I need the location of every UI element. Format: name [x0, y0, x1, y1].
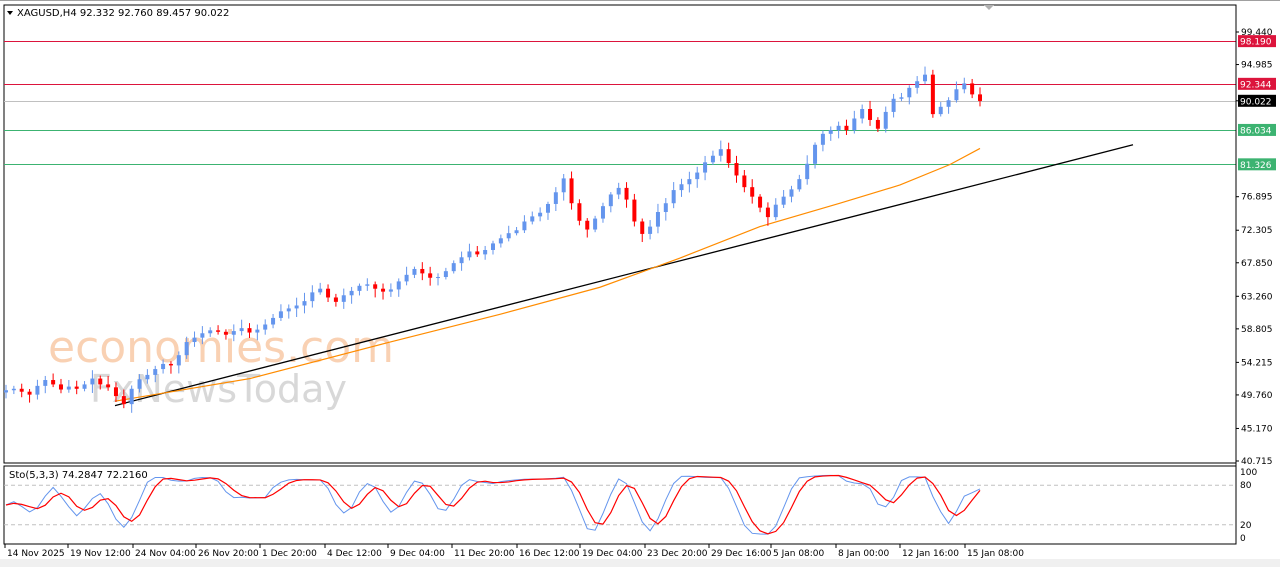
- time-tick: 15 Jan 08:00: [967, 549, 1024, 559]
- price-axis[interactable]: [1235, 5, 1239, 544]
- price-tick: 94.985: [1241, 61, 1273, 71]
- chart-shift-marker-icon[interactable]: [984, 5, 994, 10]
- price-tick: 40.715: [1241, 457, 1273, 467]
- time-tick: 29 Dec 16:00: [711, 549, 772, 559]
- stoch-level-100: 100: [1240, 468, 1257, 478]
- stoch-level-20: 20: [1240, 521, 1252, 531]
- price-badge: [1238, 35, 1276, 48]
- price-tick: 49.760: [1241, 391, 1273, 401]
- price-badge-label: 86.034: [1240, 126, 1272, 136]
- time-axis[interactable]: [4, 544, 966, 548]
- collapse-triangle-icon[interactable]: [7, 11, 13, 15]
- time-tick: 8 Jan 00:00: [838, 549, 890, 559]
- time-tick: 4 Dec 12:00: [327, 549, 382, 559]
- price-tick: 63.260: [1241, 292, 1273, 302]
- time-tick: 19 Dec 04:00: [582, 549, 643, 559]
- price-badge: [1238, 77, 1276, 90]
- stoch-level-80: 80: [1240, 481, 1252, 491]
- bottom-strip: [0, 559, 1280, 567]
- price-tick: 58.805: [1241, 325, 1273, 335]
- time-tick: 26 Nov 20:00: [198, 549, 259, 559]
- stochastic-label: Sto(5,3,3) 74.2847 72.2160: [9, 470, 148, 481]
- trendline[interactable]: [114, 144, 1134, 407]
- price-tick: 67.850: [1241, 259, 1273, 269]
- price-badge-label: 98.190: [1240, 38, 1272, 48]
- price-tick: 72.305: [1241, 226, 1273, 236]
- price-tick: 76.895: [1241, 193, 1273, 203]
- price-badge-label: 92.344: [1240, 80, 1272, 90]
- time-tick: 5 Jan 08:00: [773, 549, 825, 559]
- price-tick: 45.170: [1241, 424, 1273, 434]
- symbol-header: XAGUSD,H4 92.332 92.760 89.457 90.022: [17, 8, 229, 19]
- moving-average-line: [114, 147, 981, 402]
- price-badge: [1238, 123, 1276, 136]
- price-tick: 99.440: [1241, 28, 1273, 38]
- time-tick: 9 Dec 04:00: [390, 549, 445, 559]
- time-tick: 12 Jan 16:00: [902, 549, 959, 559]
- time-tick: 24 Nov 04:00: [135, 549, 196, 559]
- time-tick: 14 Nov 2025: [7, 549, 65, 559]
- svg-text:economies.com: economies.com: [48, 322, 394, 373]
- stochastic-d-line: [5, 474, 981, 535]
- stoch-level-0: 0: [1240, 534, 1246, 544]
- price-badge-label: 90.022: [1240, 97, 1272, 107]
- price-tick: 54.215: [1241, 358, 1273, 368]
- time-tick: 11 Dec 20:00: [454, 549, 515, 559]
- price-badge: [1238, 94, 1276, 107]
- time-tick: 19 Nov 12:00: [70, 549, 131, 559]
- price-badge: [1238, 158, 1276, 171]
- time-tick: 1 Dec 20:00: [262, 549, 317, 559]
- price-badge-label: 81.326: [1240, 161, 1272, 171]
- candles: [4, 66, 982, 413]
- time-tick: 16 Dec 12:00: [519, 549, 580, 559]
- stochastic-k-line: [5, 474, 981, 535]
- stochastic-pane[interactable]: [3, 465, 1237, 545]
- time-tick: 23 Dec 20:00: [647, 549, 708, 559]
- main-pane[interactable]: [3, 4, 1237, 464]
- svg-text:FxNewsToday: FxNewsToday: [90, 367, 347, 411]
